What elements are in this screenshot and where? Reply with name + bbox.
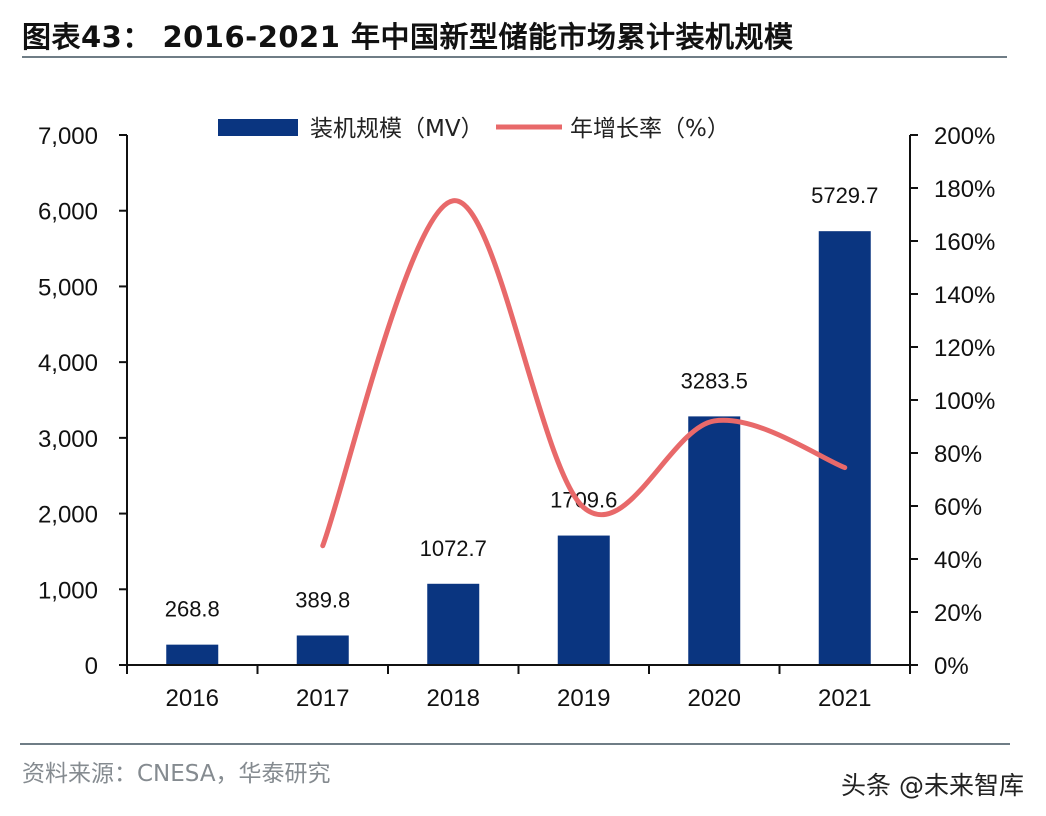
data-label-2017: 389.8 — [295, 587, 350, 612]
x-tick-label: 2017 — [296, 685, 349, 712]
x-tick-label: 2021 — [818, 685, 871, 712]
bar-2019 — [557, 535, 610, 665]
watermark: 头条 @未来智库 — [841, 771, 1024, 800]
right-tick-label: 20% — [934, 600, 982, 627]
bar-2016 — [166, 644, 219, 665]
footer-divider — [20, 743, 1010, 745]
data-label-2018: 1072.7 — [420, 536, 487, 561]
right-tick-label: 200% — [934, 123, 995, 150]
x-tick-label: 2020 — [688, 685, 741, 712]
x-tick-label: 2016 — [166, 685, 219, 712]
bar-2018 — [427, 583, 480, 665]
data-label-2016: 268.8 — [165, 597, 220, 622]
growth-rate-line — [320, 198, 848, 549]
left-tick-label: 0 — [85, 653, 98, 680]
data-label-2020: 3283.5 — [681, 368, 748, 393]
bar-2021 — [818, 231, 871, 665]
bar-2020 — [688, 416, 741, 665]
source-note: 资料来源：CNESA，华泰研究 — [22, 761, 331, 787]
right-tick-label: 140% — [934, 282, 995, 309]
chart-title: 图表43： 2016-2021 年中国新型储能市场累计装机规模 — [22, 20, 794, 54]
data-label-2021: 5729.7 — [811, 183, 878, 208]
left-tick-label: 1,000 — [38, 577, 98, 604]
left-tick-label: 4,000 — [38, 350, 98, 377]
left-tick-label: 3,000 — [38, 426, 98, 453]
right-tick-label: 120% — [934, 335, 995, 362]
legend-swatch-bar — [218, 119, 298, 136]
x-tick-label: 2018 — [427, 685, 480, 712]
right-tick-label: 160% — [934, 229, 995, 256]
right-tick-label: 100% — [934, 388, 995, 415]
title-divider — [22, 56, 1007, 58]
right-tick-label: 60% — [934, 494, 982, 521]
right-tick-label: 0% — [934, 653, 969, 680]
left-tick-label: 5,000 — [38, 274, 98, 301]
x-tick-label: 2019 — [557, 685, 610, 712]
bar-2017 — [296, 635, 349, 665]
left-tick-label: 7,000 — [38, 123, 98, 150]
legend-label-bar: 装机规模（MV） — [310, 116, 484, 142]
left-tick-label: 6,000 — [38, 199, 98, 226]
right-tick-label: 80% — [934, 441, 982, 468]
right-tick-label: 180% — [934, 176, 995, 203]
left-tick-label: 2,000 — [38, 502, 98, 529]
right-tick-label: 40% — [934, 547, 982, 574]
legend-label-line: 年增长率（%） — [570, 116, 730, 142]
